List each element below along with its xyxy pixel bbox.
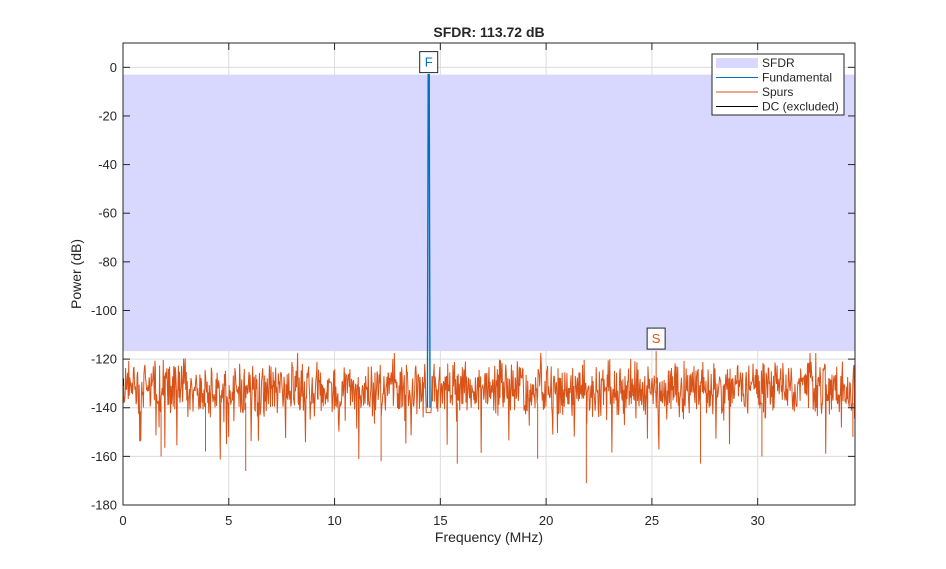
x-tick-label: 5 [225,513,232,528]
legend-sfdr-swatch [716,58,758,68]
y-tick-label: -120 [91,352,117,367]
x-tick-label: 0 [119,513,126,528]
y-tick-label: -20 [98,108,117,123]
y-axis-title: Power (dB) [68,239,84,309]
x-axis-title: Frequency (MHz) [435,529,543,545]
fundamental-marker-box [419,51,439,74]
sfdr-region [123,74,855,352]
spur-marker-label: S [652,331,661,346]
y-tick-label: -40 [98,157,117,172]
plot-frame [122,42,856,506]
spur-marker-box [646,327,666,350]
legend: SFDR Fundamental Spurs DC (excluded) [711,53,845,116]
x-tick-label: 25 [645,513,659,528]
y-tick-label: -60 [98,206,117,221]
x-tick-label: 15 [433,513,447,528]
y-tick-label: -140 [91,400,117,415]
legend-dc-label: DC (excluded) [762,100,839,114]
y-tick-label: -100 [91,303,117,318]
y-tick-label: -80 [98,254,117,269]
y-tick-label: 0 [110,60,117,75]
fundamental-series-line [426,73,431,408]
legend-fundamental-label: Fundamental [762,71,832,85]
spurs-series-line [122,351,856,484]
y-tick-label: -160 [91,449,117,464]
y-tick-label: -180 [91,498,117,513]
legend-spurs-label: Spurs [762,85,793,99]
x-tick-label: 30 [750,513,764,528]
x-tick-label: 20 [539,513,553,528]
fundamental-marker: F [419,51,439,74]
fundamental-marker-label: F [425,55,433,70]
legend-sfdr-label: SFDR [762,56,795,70]
axis-ticks: 0 5 10 15 20 25 30 0 -20 -40 -60 -80 -100 -120 -140 -16… [91,43,855,528]
chart-title: SFDR: 113.72 dB [433,24,544,40]
spur-marker: S [646,327,666,350]
x-tick-label: 10 [327,513,341,528]
